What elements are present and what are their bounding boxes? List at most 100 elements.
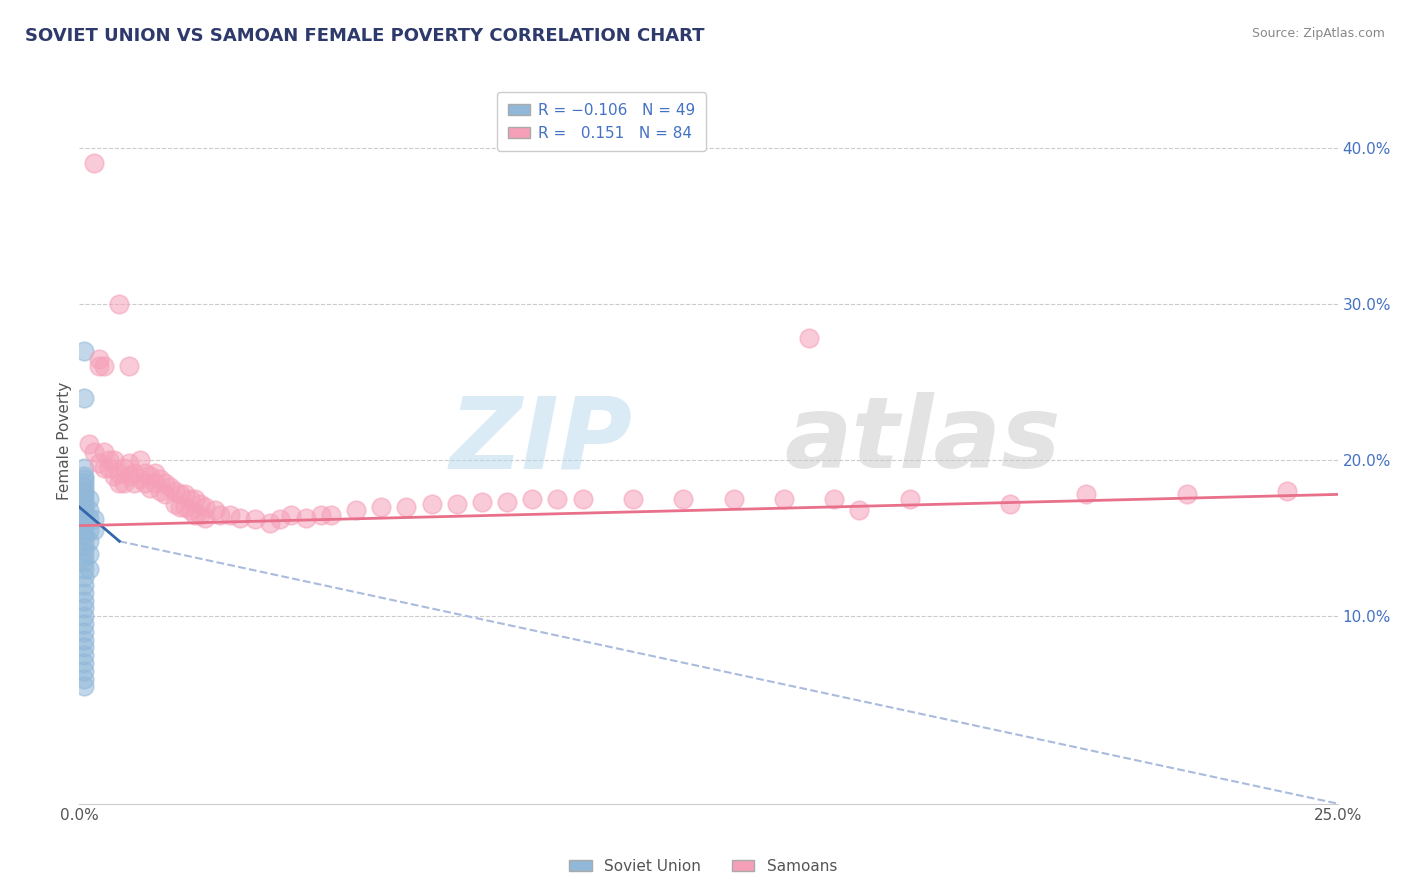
Point (77, 492, 100, 507)
Point (773, 492, 796, 507)
Point (98, 461, 121, 475)
Point (73, 549, 96, 564)
Point (219, 508, 242, 522)
Point (83, 445, 105, 459)
Legend: R = −0.106   N = 49, R =   0.151   N = 84: R = −0.106 N = 49, R = 0.151 N = 84 (496, 93, 706, 152)
Point (163, 484, 186, 499)
Point (138, 468, 160, 483)
Point (108, 466, 131, 480)
Point (73, 601, 96, 615)
Point (797, 331, 820, 345)
Point (73, 487, 96, 501)
Point (179, 492, 201, 507)
Point (370, 500, 392, 514)
Point (1277, 484, 1299, 499)
Point (73, 518, 96, 533)
Point (184, 492, 207, 507)
Point (118, 456, 141, 470)
Point (73, 524, 96, 538)
Y-axis label: Female Poverty: Female Poverty (58, 382, 72, 500)
Point (89, 351, 111, 366)
Point (194, 500, 217, 514)
Point (169, 500, 191, 514)
Point (73, 391, 96, 405)
Point (124, 476, 146, 491)
Point (823, 492, 845, 507)
Point (73, 461, 96, 475)
Point (848, 503, 870, 517)
Point (159, 480, 181, 494)
Legend: Soviet Union, Samoans: Soviet Union, Samoans (562, 853, 844, 880)
Point (112, 476, 135, 491)
Point (1074, 487, 1097, 501)
Point (103, 453, 125, 467)
Point (77, 437, 100, 451)
Point (149, 472, 172, 486)
Point (723, 492, 745, 507)
Point (1175, 487, 1198, 501)
Point (73, 640, 96, 655)
Point (73, 672, 96, 686)
Point (118, 468, 141, 483)
Point (571, 492, 593, 507)
Point (280, 508, 302, 522)
Point (522, 492, 544, 507)
Point (73, 476, 96, 491)
Text: atlas: atlas (785, 392, 1060, 489)
Point (73, 632, 96, 647)
Point (73, 562, 96, 576)
Point (108, 297, 131, 311)
Point (173, 487, 195, 501)
Point (73, 492, 96, 507)
Point (89, 359, 111, 374)
Point (153, 476, 176, 491)
Point (89, 456, 111, 470)
Point (471, 495, 494, 509)
Point (73, 343, 96, 358)
Point (73, 680, 96, 694)
Point (194, 511, 217, 525)
Point (143, 476, 166, 491)
Point (898, 492, 921, 507)
Point (73, 534, 96, 549)
Point (77, 547, 100, 561)
Point (245, 512, 267, 526)
Point (77, 534, 100, 549)
Point (395, 500, 418, 514)
Point (73, 528, 96, 542)
Point (73, 500, 96, 514)
Point (83, 512, 105, 526)
Point (128, 472, 150, 486)
Point (73, 656, 96, 670)
Point (73, 480, 96, 494)
Point (1000, 497, 1022, 511)
Point (93, 461, 115, 475)
Point (188, 497, 211, 511)
Point (73, 609, 96, 624)
Text: SOVIET UNION VS SAMOAN FEMALE POVERTY CORRELATION CHART: SOVIET UNION VS SAMOAN FEMALE POVERTY CO… (25, 27, 704, 45)
Point (77, 562, 100, 576)
Point (269, 512, 291, 526)
Point (93, 359, 115, 374)
Point (108, 476, 131, 491)
Point (73, 516, 96, 530)
Point (83, 156, 105, 170)
Point (73, 543, 96, 558)
Point (169, 487, 191, 501)
Text: ZIP: ZIP (450, 392, 633, 489)
Point (77, 524, 100, 538)
Point (93, 445, 115, 459)
Point (73, 468, 96, 483)
Point (83, 524, 105, 538)
Point (112, 461, 135, 475)
Point (184, 508, 207, 522)
Point (73, 484, 96, 499)
Point (309, 508, 332, 522)
Point (73, 578, 96, 592)
Point (73, 664, 96, 678)
Point (446, 497, 468, 511)
Point (179, 503, 201, 517)
Point (73, 586, 96, 600)
Point (73, 648, 96, 663)
Point (98, 453, 121, 467)
